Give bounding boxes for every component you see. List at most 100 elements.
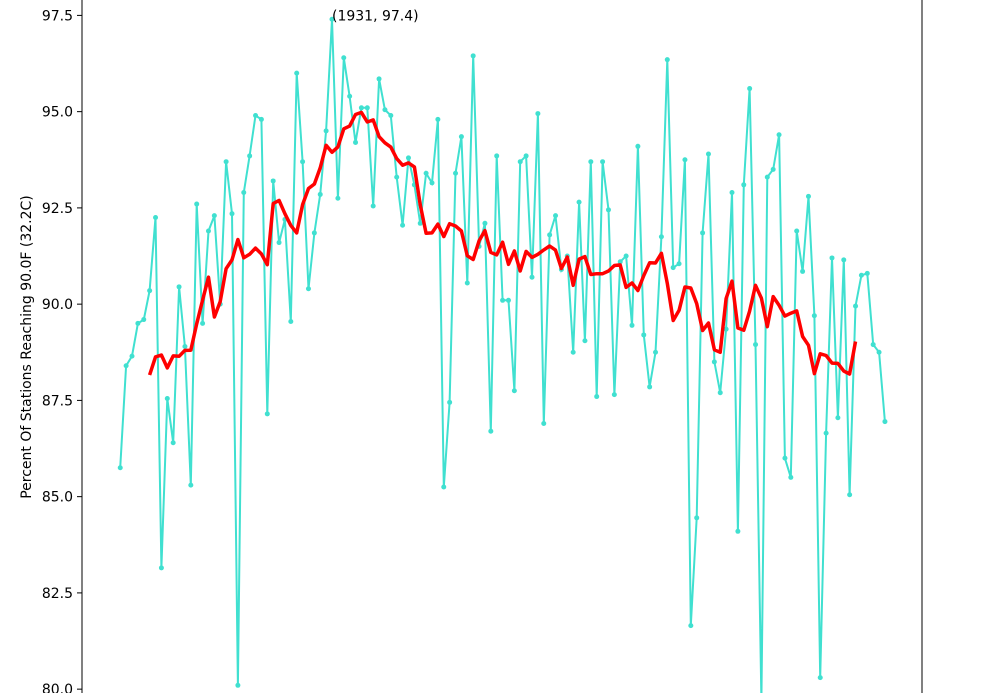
annual-data-point xyxy=(317,191,323,197)
y-tick-label: 87.5 xyxy=(42,393,73,409)
rolling-mean-line xyxy=(147,110,858,376)
annual-data-point xyxy=(253,113,259,118)
annual-data-point xyxy=(388,113,394,118)
annual-data-point xyxy=(864,270,870,276)
annual-data-point xyxy=(370,203,376,209)
annual-data-point xyxy=(482,220,488,226)
annual-data-point xyxy=(305,286,311,292)
annual-data-point xyxy=(394,174,400,180)
annual-data-point xyxy=(670,265,676,271)
annual-data-point xyxy=(635,143,641,149)
annual-data-point xyxy=(294,70,300,76)
annual-data-point xyxy=(764,174,770,180)
annual-data-point xyxy=(364,105,370,111)
annual-data-point xyxy=(541,421,547,426)
annual-data-point xyxy=(470,53,476,59)
annual-data-point xyxy=(811,313,817,319)
annual-data-point xyxy=(423,170,429,176)
annual-data-point xyxy=(694,515,700,521)
annual-data-point xyxy=(594,394,600,400)
annual-data-point xyxy=(653,349,659,355)
annual-data-point xyxy=(241,190,247,195)
annual-data-point xyxy=(123,363,129,369)
annual-data-point xyxy=(500,297,506,303)
annual-data-point xyxy=(288,318,294,324)
annual-data-point xyxy=(194,201,200,207)
annual-data-point xyxy=(841,257,847,263)
annual-data-point xyxy=(729,190,735,195)
annual-data-point xyxy=(847,492,853,498)
annual-data-point xyxy=(429,180,435,186)
annual-data-point xyxy=(329,16,335,22)
annual-data-point xyxy=(117,465,123,471)
annual-data-point xyxy=(770,166,776,172)
annual-data-point xyxy=(735,528,741,534)
annual-data-point xyxy=(517,159,523,165)
annual-data-point xyxy=(176,284,182,290)
y-tick-label: 80.0 xyxy=(42,682,73,693)
annual-data-point xyxy=(182,344,188,349)
annual-data-point xyxy=(782,455,788,461)
annual-data-point xyxy=(682,157,688,163)
annual-data-point xyxy=(405,155,411,161)
annual-data-point xyxy=(658,234,664,240)
annual-data-point xyxy=(611,392,617,398)
annual-data-point xyxy=(676,261,682,267)
annual-data-point xyxy=(170,440,176,446)
annual-data-point xyxy=(353,139,359,145)
annual-data-point xyxy=(441,484,447,490)
annual-data-point xyxy=(435,116,441,122)
y-tick-label: 92.5 xyxy=(42,201,73,217)
y-tick-label: 97.5 xyxy=(42,8,73,24)
annual-data-point xyxy=(382,107,388,113)
annual-data-point xyxy=(458,134,464,140)
annual-data-point xyxy=(205,228,211,234)
annual-data-point xyxy=(488,428,494,434)
annual-data-point xyxy=(823,430,829,436)
annual-data-point xyxy=(805,193,811,199)
annual-data-point xyxy=(511,388,517,394)
annual-data-point xyxy=(629,322,635,328)
y-tick-label: 82.5 xyxy=(42,586,73,602)
annual-data-point xyxy=(717,390,723,396)
annual-data-point xyxy=(453,170,459,176)
annual-data-point xyxy=(747,86,753,92)
annual-data-point xyxy=(641,332,647,338)
annual-data-point xyxy=(788,474,794,480)
annual-data-point xyxy=(529,274,535,280)
annual-data-point xyxy=(741,182,747,188)
annual-data-point xyxy=(829,255,835,261)
annual-data-point xyxy=(147,288,153,294)
annual-data-point xyxy=(794,228,800,234)
annual-data-point xyxy=(188,482,194,488)
annual-data-point xyxy=(600,159,606,165)
annual-data-point xyxy=(623,253,629,259)
annual-data-point xyxy=(523,153,529,159)
annual-data-point xyxy=(417,220,423,226)
annual-data-point xyxy=(553,213,559,219)
annual-data-point xyxy=(135,320,141,326)
annual-data-point xyxy=(264,411,270,417)
annual-data-point xyxy=(276,240,282,246)
axes: 80.0 82.5 85.0 87.5 90.0 92.5 95.0 97.5 xyxy=(42,0,923,693)
annual-data-point xyxy=(223,159,229,165)
annual-data-point xyxy=(711,359,717,365)
annual-data-point xyxy=(753,342,759,348)
annual-data-point xyxy=(882,419,888,425)
annual-data-point xyxy=(505,297,511,303)
annual-data-point xyxy=(323,128,329,134)
annual-data-point xyxy=(535,111,541,117)
annual-data-point xyxy=(570,349,576,355)
annual-data-point xyxy=(341,55,347,61)
annual-data-point xyxy=(358,105,364,111)
plot-area xyxy=(117,16,888,693)
annual-data-point xyxy=(588,159,594,165)
annual-data-point xyxy=(141,317,147,323)
annual-data-point xyxy=(705,151,711,157)
peak-annotation: (1931, 97.4) xyxy=(332,8,419,24)
annual-data-point xyxy=(582,338,588,344)
annual-data-point xyxy=(258,116,264,122)
annual-data-point xyxy=(447,399,453,405)
annual-data-point xyxy=(617,259,623,265)
y-tick-label: 85.0 xyxy=(42,490,73,506)
